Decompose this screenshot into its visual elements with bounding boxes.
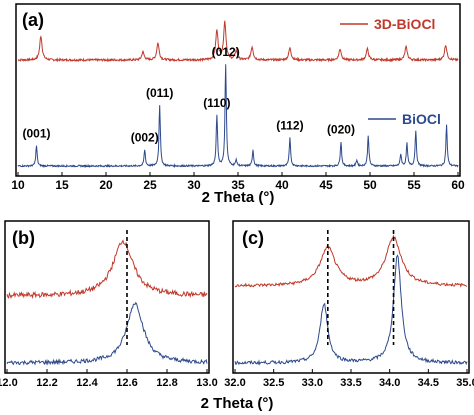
x-tick-label: 45 [319, 178, 333, 192]
panel-b-x-axis: 12.0 12.2 12.4 12.6 12.8 13.0 [0, 369, 218, 389]
panel-c-series-bottom [234, 254, 468, 366]
panel-a-label: (a) [22, 10, 44, 30]
legend-label-3d-biocl: 3D-BiOCl [374, 16, 435, 32]
panel-c-x-axis: 32.0 32.5 33.0 33.5 34.0 34.5 35.0 [224, 369, 474, 389]
x-tick-label: 33.5 [340, 377, 361, 389]
panel-b-frame [4, 220, 210, 374]
x-tick-label: 50 [363, 178, 377, 192]
legend-label-biocl: BiOCl [402, 111, 441, 127]
peak-label: (012) [212, 45, 240, 59]
peak-label: (110) [203, 96, 230, 110]
panel-b-series-top [6, 239, 208, 300]
x-tick-label: 12.4 [76, 377, 98, 389]
panel-c-reference-lines [326, 230, 395, 345]
peak-label: (002) [131, 131, 159, 145]
x-tick-label: 60 [451, 178, 465, 192]
x-tick-label: 12.6 [116, 377, 137, 389]
x-tick-label: 32.0 [224, 377, 245, 389]
panel-a-x-axis: 10 15 20 25 30 35 40 45 50 55 60 [11, 172, 465, 192]
series-line-biocl [17, 64, 459, 169]
shared-x-axis-title: 2 Theta (°) [201, 395, 274, 412]
x-tick-label: 12.8 [156, 377, 177, 389]
x-tick-label: 30 [187, 178, 201, 192]
x-tick-label: 13.0 [196, 377, 217, 389]
x-tick-label: 34.0 [379, 377, 400, 389]
series-line-3d-biocl [17, 20, 459, 63]
x-tick-label: 12.2 [36, 377, 57, 389]
peak-label: (020) [327, 123, 355, 137]
panel-a-x-axis-title: 2 Theta (°) [202, 189, 275, 206]
panel-a-peak-labels: (001) (002) (011) (110) (012) (112) (020) [22, 45, 354, 145]
x-tick-label: 35 [231, 178, 245, 192]
x-tick-label: 35.0 [456, 377, 474, 389]
panel-c-series-top [234, 234, 468, 288]
peak-label: (001) [22, 127, 50, 141]
x-tick-label: 15 [55, 178, 69, 192]
x-tick-label: 55 [407, 178, 421, 192]
panel-b-label: (b) [12, 228, 35, 248]
peak-label: (112) [276, 118, 303, 132]
x-tick-label: 33.0 [302, 377, 323, 389]
panel-b-series-bottom [6, 301, 208, 366]
x-tick-label: 10 [11, 178, 25, 192]
x-tick-label: 25 [143, 178, 157, 192]
peak-label: (011) [146, 86, 173, 100]
panel-c-label: (c) [242, 228, 264, 248]
x-tick-label: 20 [99, 178, 113, 192]
x-tick-label: 12.0 [0, 377, 18, 389]
x-tick-label: 32.5 [263, 377, 284, 389]
x-tick-label: 40 [275, 178, 289, 192]
x-tick-label: 34.5 [418, 377, 439, 389]
panel-c-frame [232, 220, 470, 374]
